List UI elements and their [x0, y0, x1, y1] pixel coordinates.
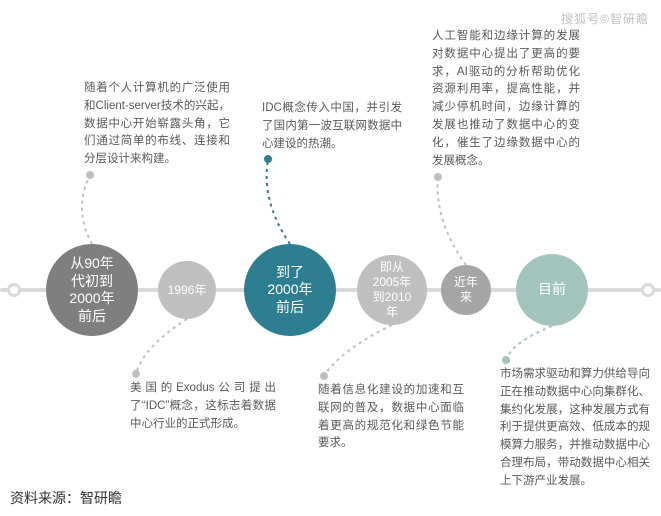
connector-end-dot: [86, 171, 94, 179]
watermark-text: 搜狐号©智研瞻: [561, 10, 649, 27]
timeline-description: 美国的Exodus公司提出了“IDC”概念，这标志着数据中心行业的正式形成。: [130, 380, 276, 433]
connector-line: [324, 325, 392, 376]
connector-line: [82, 175, 92, 244]
timeline-node-label: 即从 2005年 到2010 年: [373, 260, 412, 320]
timeline-node-label: 目前: [538, 281, 566, 299]
timeline-node-label: 从90年 代初到 2000年 前后: [69, 255, 114, 325]
connector-end-dot: [434, 173, 442, 181]
timeline-description: 人工智能和边缘计算的发展对数据中心提出了更高的要求，AI驱动的分析帮助优化资源利…: [432, 28, 580, 171]
timeline-node-label: 到了 2000年 前后: [267, 264, 312, 317]
axis-end-dot: [641, 283, 655, 297]
timeline-node: 即从 2005年 到2010 年: [357, 255, 427, 325]
timeline-node: 近年 来: [441, 265, 491, 315]
connector-line: [136, 319, 187, 374]
timeline-node: 1996年: [158, 261, 216, 319]
timeline-node: 从90年 代初到 2000年 前后: [46, 244, 138, 336]
timeline-node: 到了 2000年 前后: [244, 244, 336, 336]
timeline-description: 随着信息化建设的加速和互联网的普及，数据中心面临着更高的规范化和绿色节能要求。: [318, 382, 464, 453]
axis-end-dot: [7, 283, 21, 297]
timeline-node-label: 1996年: [168, 283, 207, 298]
timeline-description: 随着个人计算机的广泛使用和Client-server技术的兴起，数据中心开始崭露…: [84, 80, 230, 169]
source-label: 资料来源：智研瞻: [10, 488, 122, 508]
connector-line: [438, 177, 466, 266]
connector-end-dot: [320, 372, 328, 380]
connector-line: [506, 326, 552, 360]
timeline-description: 市场需求驱动和算力供给导向正在推动数据中心向集群化、集约化发展，这种发展方式有利…: [500, 366, 650, 491]
timeline-node-label: 近年 来: [454, 275, 478, 305]
connector-end-dot: [264, 155, 272, 163]
timeline-node: 目前: [516, 254, 588, 326]
connector-end-dot: [132, 370, 140, 378]
connector-line: [267, 159, 290, 244]
connector-end-dot: [502, 356, 510, 364]
timeline-description: IDC概念传入中国，并引发了国内第一波互联网数据中心建设的热潮。: [262, 100, 402, 153]
